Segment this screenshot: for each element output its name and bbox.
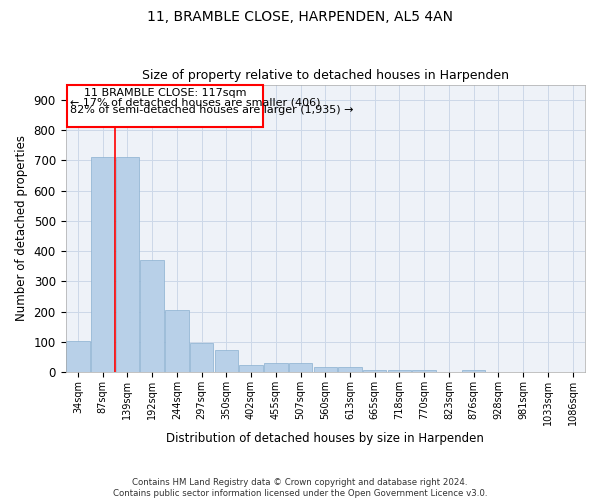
Bar <box>66 341 89 372</box>
Bar <box>289 363 312 372</box>
Bar <box>338 366 362 372</box>
Bar <box>412 370 436 372</box>
Bar <box>363 370 386 372</box>
Bar <box>215 350 238 372</box>
Bar <box>91 157 115 372</box>
Bar <box>165 310 188 372</box>
Bar <box>388 370 411 372</box>
Y-axis label: Number of detached properties: Number of detached properties <box>15 136 28 322</box>
Text: 11, BRAMBLE CLOSE, HARPENDEN, AL5 4AN: 11, BRAMBLE CLOSE, HARPENDEN, AL5 4AN <box>147 10 453 24</box>
Bar <box>314 366 337 372</box>
Bar <box>190 343 214 372</box>
Text: ← 17% of detached houses are smaller (406): ← 17% of detached houses are smaller (40… <box>70 98 321 108</box>
X-axis label: Distribution of detached houses by size in Harpenden: Distribution of detached houses by size … <box>166 432 484 445</box>
Text: Contains HM Land Registry data © Crown copyright and database right 2024.
Contai: Contains HM Land Registry data © Crown c… <box>113 478 487 498</box>
FancyBboxPatch shape <box>67 84 263 127</box>
Title: Size of property relative to detached houses in Harpenden: Size of property relative to detached ho… <box>142 69 509 82</box>
Bar <box>264 363 287 372</box>
Bar <box>140 260 164 372</box>
Bar <box>116 157 139 372</box>
Bar <box>239 364 263 372</box>
Text: 11 BRAMBLE CLOSE: 117sqm: 11 BRAMBLE CLOSE: 117sqm <box>84 88 247 98</box>
Text: 82% of semi-detached houses are larger (1,935) →: 82% of semi-detached houses are larger (… <box>70 105 354 115</box>
Bar <box>462 370 485 372</box>
